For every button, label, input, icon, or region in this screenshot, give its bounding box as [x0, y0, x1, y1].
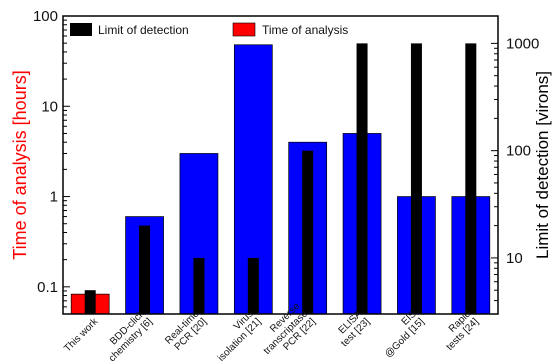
- right-axis-title: Limit of detection [virons]: [533, 71, 552, 259]
- limit-bar: [84, 290, 96, 314]
- left-axis-ticks: 0.1 1 10 100: [33, 8, 70, 315]
- limit-bar: [356, 43, 368, 314]
- limit-bar: [302, 150, 314, 314]
- legend-label-time: Time of analysis: [262, 23, 348, 37]
- legend-label-limit: Limit of detection: [98, 23, 189, 37]
- limit-bar: [193, 257, 205, 314]
- limit-bar: [139, 225, 151, 314]
- limit-bar: [247, 257, 259, 314]
- category-label: This work: [62, 316, 101, 355]
- plot-frame: [62, 15, 499, 315]
- right-tick-label: 100: [506, 143, 531, 160]
- limit-bar: [410, 43, 422, 314]
- left-tick-label: 100: [33, 8, 58, 25]
- time-bars-layer: [70, 44, 491, 315]
- legend-swatch-time: [232, 22, 256, 37]
- right-tick-label: 10: [506, 250, 523, 267]
- right-tick-label: 1000: [506, 35, 539, 52]
- left-axis-title: Time of analysis [hours]: [10, 70, 30, 259]
- left-tick-label: 1: [50, 189, 58, 206]
- right-axis-ticks: 10 100 1000: [491, 35, 539, 315]
- left-tick-label: 0.1: [37, 279, 58, 296]
- legend: Limit of detection Time of analysis: [70, 22, 348, 37]
- left-tick-label: 10: [41, 98, 58, 115]
- limit-bars-layer: [84, 43, 477, 314]
- limit-bar: [465, 43, 477, 314]
- legend-swatch-limit: [70, 23, 92, 36]
